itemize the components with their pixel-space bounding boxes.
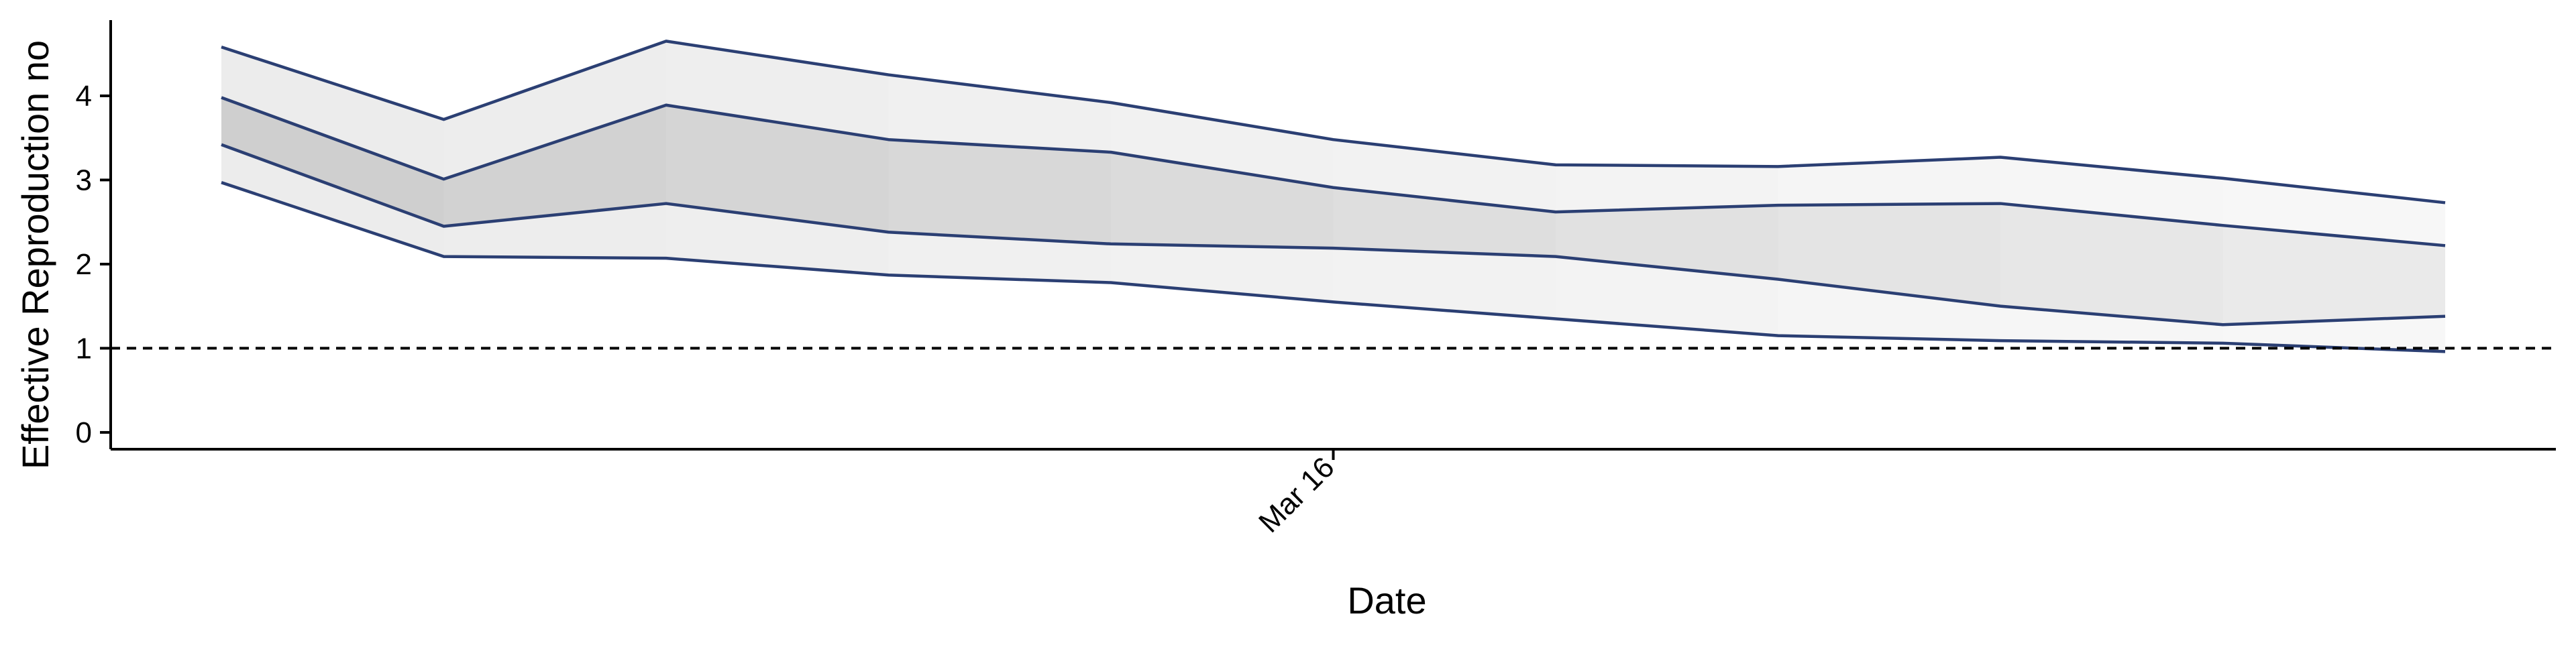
inner-band-segment — [443, 105, 666, 227]
x-axis-title: Date — [1347, 579, 1426, 622]
inner-band-segment — [666, 105, 889, 233]
inner-band-segment — [1111, 152, 1334, 249]
inner-band-segment — [888, 139, 1111, 244]
inner-band-segment — [1333, 187, 1556, 257]
y-tick-label: 3 — [76, 164, 92, 196]
series-line-upper-inner — [221, 96, 2446, 247]
series-line-upper-outer — [221, 40, 2446, 204]
series-line-lower-outer — [221, 181, 2446, 353]
series-lines — [221, 40, 2446, 353]
inner-band-segment — [1778, 203, 2000, 306]
y-axis-title: Effective Reproduction no — [14, 40, 56, 469]
series-line-lower-inner — [221, 143, 2446, 327]
y-tick-label: 4 — [76, 80, 92, 113]
x-axis-ticks: Mar 16 — [1252, 449, 1341, 539]
inner-band-segment — [2222, 225, 2445, 325]
inner-band-segment — [2000, 203, 2223, 325]
y-tick-label: 0 — [76, 416, 92, 449]
y-axis-ticks: 0 1 2 3 4 — [76, 80, 111, 449]
x-tick-label: Mar 16 — [1252, 451, 1340, 538]
y-tick-label: 2 — [76, 248, 92, 281]
credible-interval-bands — [221, 41, 2445, 352]
y-tick-label: 1 — [76, 332, 92, 365]
inner-band-segment — [221, 97, 444, 227]
